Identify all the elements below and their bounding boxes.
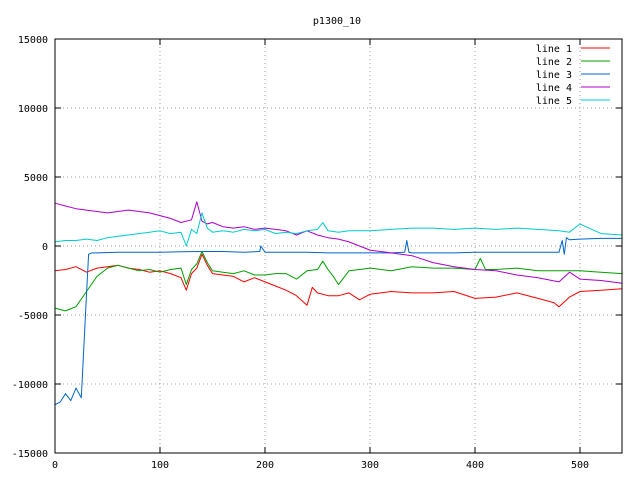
- legend-label-5: line 5: [536, 96, 572, 107]
- y-tick-label: 0: [42, 242, 48, 253]
- y-tick-label: 5000: [24, 173, 48, 184]
- x-tick-label: 200: [256, 460, 274, 471]
- legend-label-4: line 4: [536, 83, 572, 94]
- series-line-3: [54, 237, 622, 406]
- x-tick-label: 400: [466, 460, 484, 471]
- y-tick-label: -15000: [12, 449, 48, 460]
- x-tick-label: 100: [151, 460, 169, 471]
- y-tick-label: 15000: [18, 35, 48, 46]
- legend-label-2: line 2: [536, 57, 572, 68]
- y-tick-label: 10000: [18, 104, 48, 115]
- y-tick-label: -10000: [12, 380, 48, 391]
- grid-lines: [55, 39, 622, 453]
- axis-ticks: 0 100 200 300 400 500 -15000 -10000 -5000 0 5000 10…: [12, 35, 622, 471]
- series-line-4: [54, 201, 623, 284]
- legend: line 1 line 2 line 3 line 4 line 5: [536, 44, 610, 107]
- legend-label-3: line 3: [536, 70, 572, 81]
- x-tick-label: 500: [571, 460, 589, 471]
- series-layer: [54, 201, 623, 406]
- series-line-1: [54, 253, 623, 308]
- legend-label-1: line 1: [536, 44, 572, 55]
- x-tick-label: 0: [52, 460, 58, 471]
- series-line-2: [54, 251, 623, 312]
- chart-title: p1300_10: [313, 16, 361, 27]
- y-tick-label: -5000: [18, 311, 48, 322]
- series-line-5: [54, 212, 623, 247]
- x-tick-label: 300: [361, 460, 379, 471]
